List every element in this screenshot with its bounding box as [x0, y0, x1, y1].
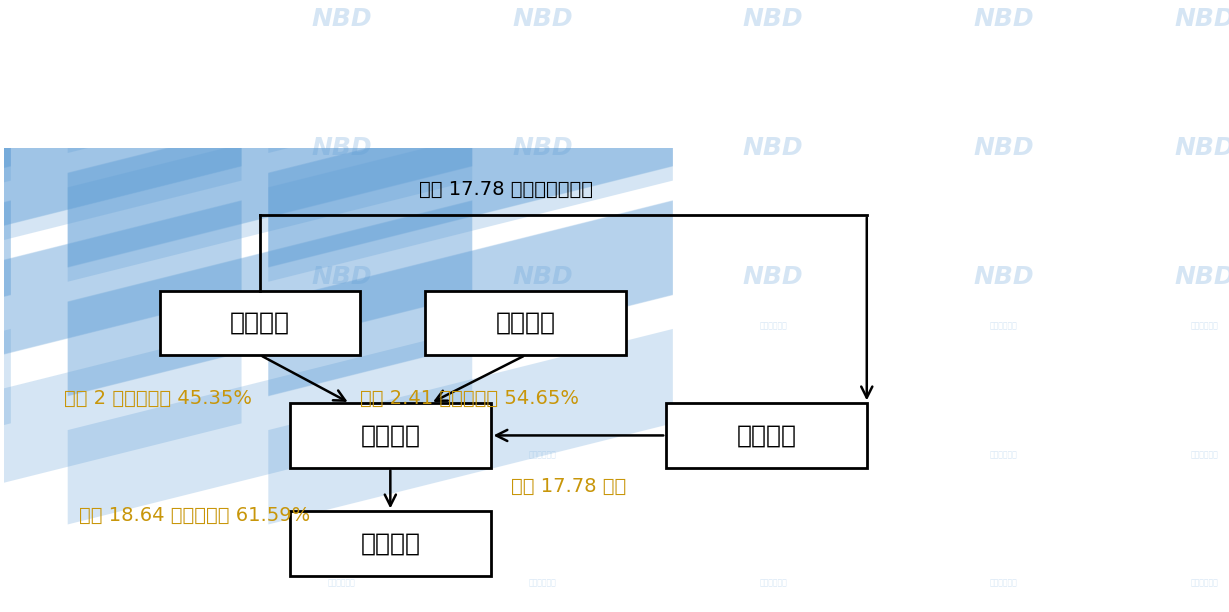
- Text: 出资 2.41 亿元，持股 54.65%: 出资 2.41 亿元，持股 54.65%: [360, 389, 579, 408]
- Text: 每经经济新闻: 每经经济新闻: [991, 321, 1018, 330]
- Polygon shape: [0, 86, 242, 282]
- Text: NBD: NBD: [1174, 136, 1229, 160]
- Text: 每经经济新闻: 每经经济新闻: [328, 321, 355, 330]
- Text: 每经经济新闻: 每经经济新闻: [760, 450, 787, 459]
- Polygon shape: [268, 72, 672, 267]
- Polygon shape: [68, 200, 472, 396]
- Polygon shape: [268, 0, 672, 139]
- Text: NBD: NBD: [973, 265, 1034, 289]
- Polygon shape: [0, 72, 242, 267]
- Polygon shape: [0, 86, 11, 282]
- Text: 出资 2 亿元，持股 45.35%: 出资 2 亿元，持股 45.35%: [64, 389, 252, 408]
- Text: 每经经济新闻: 每经经济新闻: [1191, 321, 1218, 330]
- Polygon shape: [0, 0, 11, 153]
- Text: 每经经济新闻: 每经经济新闻: [328, 579, 355, 588]
- Polygon shape: [268, 86, 672, 282]
- Text: NBD: NBD: [742, 136, 804, 160]
- Text: 其他股东: 其他股东: [495, 311, 556, 335]
- Polygon shape: [0, 200, 11, 396]
- Polygon shape: [268, 201, 672, 397]
- Text: 每经经济新闻: 每经经济新闻: [760, 321, 787, 330]
- FancyBboxPatch shape: [290, 511, 490, 576]
- Text: 每经经济新闻: 每经经济新闻: [991, 579, 1018, 588]
- Text: 每经经济新闻: 每经经济新闻: [1191, 450, 1218, 459]
- Polygon shape: [268, 0, 672, 24]
- Polygon shape: [0, 0, 242, 153]
- Text: NBD: NBD: [1174, 7, 1229, 31]
- Text: 启源纳川: 启源纳川: [360, 424, 420, 447]
- Polygon shape: [68, 72, 472, 267]
- Text: 中融信托: 中融信托: [736, 424, 796, 447]
- Polygon shape: [0, 72, 11, 267]
- Text: 每经经济新闻: 每经经济新闻: [328, 450, 355, 459]
- FancyBboxPatch shape: [160, 291, 360, 355]
- Polygon shape: [0, 72, 242, 267]
- Text: 提供 17.78 亿元贷款的担保: 提供 17.78 亿元贷款的担保: [419, 180, 592, 199]
- Polygon shape: [0, 72, 11, 267]
- Text: NBD: NBD: [512, 7, 573, 31]
- Text: 每经经济新闻: 每经经济新闻: [528, 450, 557, 459]
- Text: 每经经济新闻: 每经经济新闻: [760, 579, 787, 588]
- Text: NBD: NBD: [311, 7, 372, 31]
- Text: 出资 18.64 亿元，持股 61.59%: 出资 18.64 亿元，持股 61.59%: [80, 506, 311, 525]
- Text: NBD: NBD: [973, 7, 1034, 31]
- Polygon shape: [268, 200, 672, 396]
- Polygon shape: [68, 0, 472, 153]
- Polygon shape: [68, 329, 472, 524]
- FancyBboxPatch shape: [290, 403, 490, 468]
- FancyBboxPatch shape: [666, 403, 866, 468]
- Polygon shape: [0, 329, 11, 524]
- Polygon shape: [268, 72, 672, 267]
- Polygon shape: [68, 72, 472, 267]
- Text: 纳川股份: 纳川股份: [230, 311, 290, 335]
- FancyBboxPatch shape: [425, 291, 626, 355]
- Polygon shape: [268, 329, 672, 524]
- Text: 每经经济新闻: 每经经济新闻: [1191, 579, 1218, 588]
- Polygon shape: [0, 0, 242, 24]
- Polygon shape: [0, 329, 242, 524]
- Text: 每经经济新闻: 每经经济新闻: [991, 450, 1018, 459]
- Polygon shape: [68, 86, 472, 282]
- Text: 贷款 17.78 亿元: 贷款 17.78 亿元: [511, 477, 626, 496]
- Text: NBD: NBD: [742, 7, 804, 31]
- Polygon shape: [0, 0, 11, 24]
- Polygon shape: [268, 0, 672, 153]
- Polygon shape: [68, 0, 472, 139]
- Polygon shape: [0, 200, 242, 396]
- Text: NBD: NBD: [512, 265, 573, 289]
- Text: NBD: NBD: [973, 136, 1034, 160]
- Polygon shape: [68, 201, 472, 397]
- Polygon shape: [0, 201, 11, 397]
- Text: 每经经济新闻: 每经经济新闻: [528, 579, 557, 588]
- Polygon shape: [0, 201, 242, 397]
- Text: NBD: NBD: [311, 265, 372, 289]
- Polygon shape: [68, 0, 472, 24]
- Polygon shape: [0, 0, 242, 139]
- Text: 星恒电源: 星恒电源: [360, 531, 420, 556]
- Text: NBD: NBD: [742, 265, 804, 289]
- Text: NBD: NBD: [1174, 265, 1229, 289]
- Text: NBD: NBD: [311, 136, 372, 160]
- Text: NBD: NBD: [512, 136, 573, 160]
- Polygon shape: [0, 0, 11, 139]
- Text: 每经经济新闻: 每经经济新闻: [528, 321, 557, 330]
